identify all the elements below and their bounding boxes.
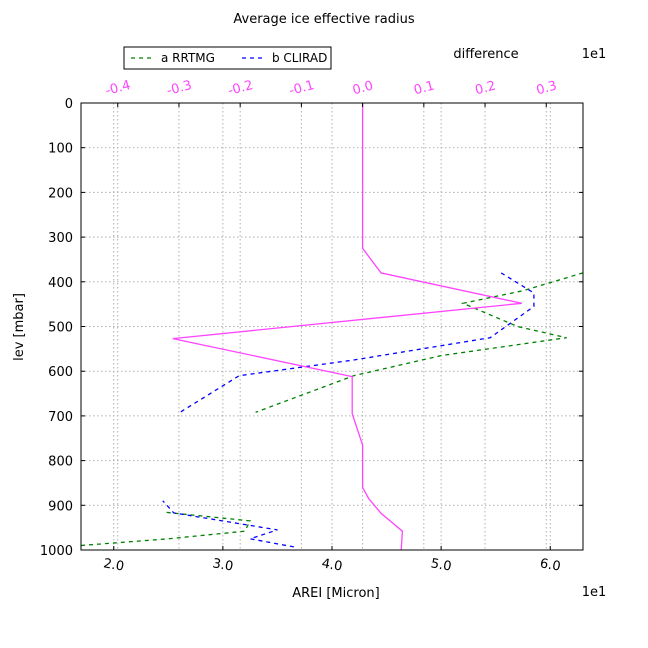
y-tick-label-7: 700 bbox=[48, 410, 73, 425]
x-tick-label-1: 3.0 bbox=[211, 556, 234, 574]
top-tick-label-6: 0.2 bbox=[474, 79, 498, 99]
series-line-0 bbox=[80, 272, 584, 547]
legend-label-clirad: b CLIRAD bbox=[272, 51, 327, 65]
top-tick-label-4: 0.0 bbox=[351, 79, 375, 99]
top-offset-text: 1e1 bbox=[582, 47, 607, 62]
y-tick-label-0: 0 bbox=[65, 97, 73, 112]
series-layer bbox=[80, 103, 584, 551]
series-line-1 bbox=[162, 272, 535, 548]
legend: a RRTMG b CLIRAD bbox=[123, 46, 332, 70]
top-tick-label-3: -0.1 bbox=[288, 78, 316, 99]
y-tick-label-6: 600 bbox=[48, 365, 73, 380]
top-tick-label-5: 0.1 bbox=[412, 79, 436, 99]
y-tick-label-2: 200 bbox=[48, 186, 73, 201]
top-tick-label-7: 0.3 bbox=[535, 79, 559, 99]
x-tick-label-3: 5.0 bbox=[430, 556, 453, 574]
grid bbox=[81, 102, 583, 551]
x-axis-label: AREI [Micron] bbox=[292, 586, 379, 601]
top-tick-label-2: -0.2 bbox=[226, 78, 254, 99]
y-tick-label-5: 500 bbox=[48, 321, 73, 336]
ticks: 2.0 3.0 4.0 5.0 6.0 -0.4 -0.3 -0.2 -0.1 0.0 0.1 0.2… bbox=[40, 78, 583, 575]
x-tick-label-4: 6.0 bbox=[539, 556, 562, 574]
plot-frame bbox=[80, 102, 584, 551]
series-line-2 bbox=[172, 103, 522, 551]
top-axis-label: difference bbox=[453, 47, 518, 62]
y-tick-label-4: 400 bbox=[48, 276, 73, 291]
top-tick-label-0: -0.4 bbox=[104, 78, 132, 99]
legend-box bbox=[123, 46, 332, 70]
chart-title: Average ice effective radius bbox=[233, 12, 414, 27]
x-tick-label-2: 4.0 bbox=[320, 556, 343, 574]
y-tick-label-1: 100 bbox=[48, 142, 73, 157]
y-tick-label-8: 800 bbox=[48, 455, 73, 470]
x-offset-text: 1e1 bbox=[582, 585, 607, 600]
legend-label-rrtmg: a RRTMG bbox=[161, 51, 215, 65]
top-tick-label-1: -0.3 bbox=[165, 78, 193, 99]
y-tick-label-9: 900 bbox=[48, 499, 73, 514]
y-tick-label-10: 1000 bbox=[40, 544, 73, 559]
x-tick-label-0: 2.0 bbox=[102, 556, 125, 574]
y-tick-label-3: 300 bbox=[48, 231, 73, 246]
y-axis-label: lev [mbar] bbox=[12, 293, 27, 361]
